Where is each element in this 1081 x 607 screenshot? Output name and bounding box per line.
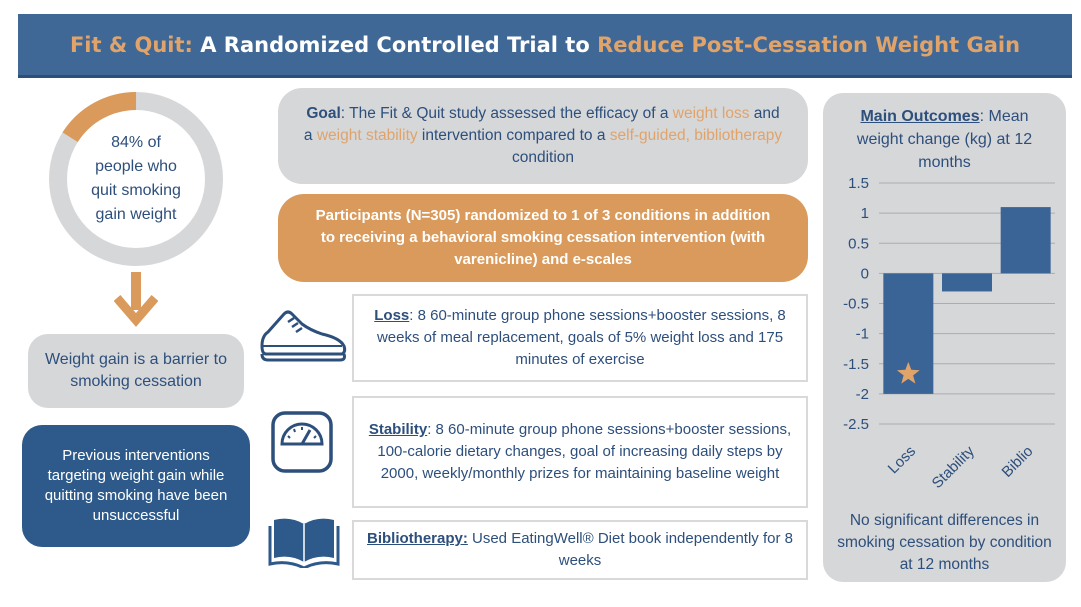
bar-stability: [942, 273, 992, 292]
goal-text-3: intervention compared to a: [417, 127, 610, 144]
stability-label: Stability: [368, 421, 428, 438]
goal-text-1: : The Fit & Quit study assessed the effi…: [340, 105, 673, 122]
scale-icon: [271, 411, 333, 473]
stability-condition-box: Stability: 8 60-minute group phone sessi…: [352, 396, 808, 508]
outcomes-title: Main Outcomes: Mean weight change (kg) a…: [823, 105, 1066, 174]
title-part-1: Fit & Quit:: [69, 32, 193, 57]
donut-remainder-arc: [49, 92, 223, 266]
y-tick-label: 1: [861, 205, 869, 222]
donut-ring: [49, 92, 223, 266]
y-tick-label: -2: [856, 386, 869, 403]
loss-condition-box: Loss: 8 60-minute group phone sessions+b…: [352, 294, 808, 382]
header-banner: Fit & Quit: A Randomized Controlled Tria…: [18, 14, 1072, 78]
down-arrow-icon: [114, 272, 158, 327]
participants-box: Participants (N=305) randomized to 1 of …: [278, 194, 808, 282]
bar-biblio: [1000, 207, 1051, 274]
main-outcomes-panel: Main Outcomes: Mean weight change (kg) a…: [823, 93, 1066, 582]
loss-text: : 8 60-minute group phone sessions+boost…: [376, 307, 786, 368]
stability-text: : 8 60-minute group phone sessions+boost…: [377, 421, 792, 482]
outcomes-label: Main Outcomes: [860, 108, 980, 125]
biblio-label: Bibliotherapy:: [367, 530, 468, 547]
title-part-2: A Randomized Controlled Trial to: [192, 32, 598, 57]
goal-box: Goal: The Fit & Quit study assessed the …: [278, 88, 808, 184]
goal-weight-stability: weight stability: [316, 127, 418, 144]
open-book-icon: [268, 518, 340, 568]
barrier-callout: Weight gain is a barrier to smoking cess…: [28, 334, 244, 408]
weight-change-bar-chart: 1.5 1 0.5 0 -0.5 -1 -1.5 -2 -2.5 Loss Stability Bib…: [843, 175, 1055, 492]
sneaker-icon: [260, 310, 347, 362]
biblio-condition-box: Bibliotherapy: Used EatingWell® Diet boo…: [352, 520, 808, 580]
y-tick-label: 1.5: [848, 175, 869, 192]
goal-text-4: condition: [511, 149, 575, 166]
donut-chart: 84% of people who quit smoking gain weig…: [47, 90, 225, 268]
goal-bibliotherapy: self-guided, bibliotherapy: [609, 127, 783, 144]
loss-label: Loss: [374, 307, 410, 324]
goal-label: Goal: [306, 105, 341, 122]
previous-interventions-callout: Previous interventions targeting weight …: [22, 425, 250, 547]
y-tick-label: -0.5: [843, 296, 869, 313]
donut-label: 84% of people who quit smoking gain weig…: [91, 134, 181, 223]
x-tick-label: Biblio: [999, 443, 1037, 481]
y-tick-label: -2.5: [843, 416, 869, 433]
goal-weight-loss: weight loss: [672, 105, 750, 122]
y-tick-label: 0: [861, 265, 869, 282]
star-icon: [896, 361, 920, 384]
outcomes-subtitle: : Mean weight change (kg) at 12 months: [856, 108, 1033, 171]
title-part-3: Reduce Post-Cessation Weight Gain: [597, 32, 1021, 57]
y-tick-label: 0.5: [848, 235, 869, 252]
goal-text-2: and a: [303, 105, 780, 144]
goal-text: Goal: The Fit & Quit study assessed the …: [300, 103, 786, 169]
y-tick-label: -1.5: [843, 356, 869, 373]
y-tick-label: -1: [856, 326, 869, 343]
page-title: Fit & Quit: A Randomized Controlled Tria…: [70, 33, 1020, 57]
x-tick-label: Stability: [929, 442, 979, 492]
x-tick-label: Loss: [885, 443, 919, 477]
biblio-text: Used EatingWell® Diet book independently…: [467, 530, 793, 569]
outcomes-footnote: No significant differences in smoking ce…: [837, 512, 1052, 573]
